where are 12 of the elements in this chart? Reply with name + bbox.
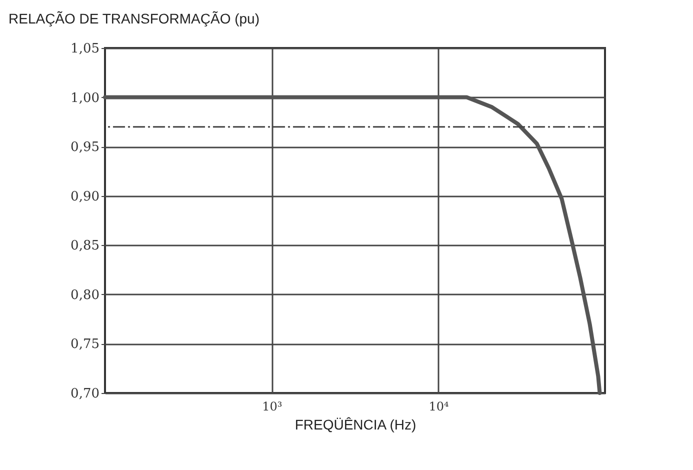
y-tick-label: 1,05 — [70, 42, 100, 56]
x-axis-title: FREQÜÊNCIA (Hz) — [294, 416, 416, 432]
y-tick-label: 0,80 — [70, 288, 100, 303]
y-axis-title: RELAÇÃO DE TRANSFORMAÇÃO (pu) — [8, 10, 260, 26]
y-tick-label: 0,85 — [70, 238, 100, 254]
y-tick-label: 0,90 — [70, 189, 100, 204]
y-tick-label: 0,70 — [70, 386, 100, 402]
x-tick-label: 10⁴ — [428, 400, 450, 414]
y-tick-label: 0,75 — [70, 337, 100, 352]
x-tick-label: 10³ — [262, 400, 282, 414]
y-tick-label: 0,95 — [70, 140, 100, 156]
y-tick-label: 1,00 — [70, 90, 100, 106]
